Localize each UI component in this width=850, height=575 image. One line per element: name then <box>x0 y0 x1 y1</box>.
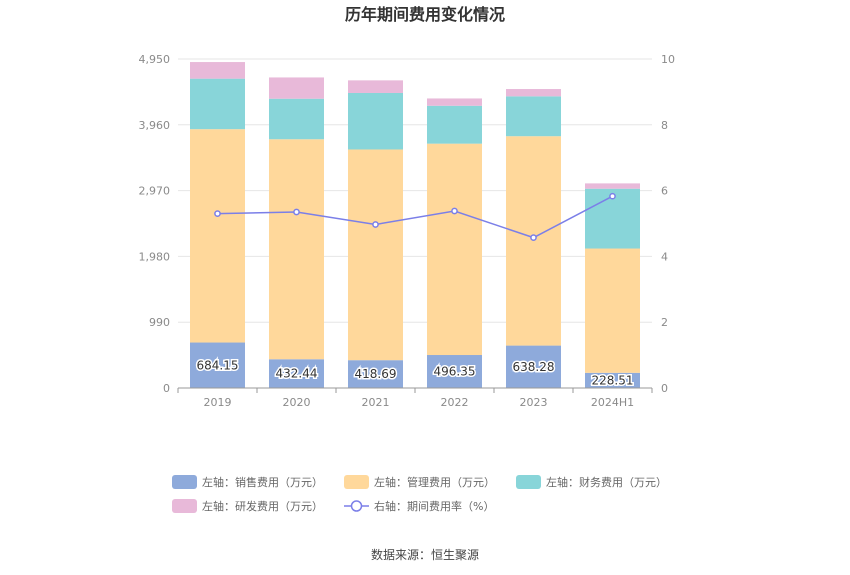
bar-value-label: 638.28 <box>513 360 555 374</box>
legend-label: 右轴：期间费用率（%） <box>374 499 494 513</box>
legend-label: 左轴：销售费用（万元） <box>202 475 323 489</box>
bar-segment-3 <box>506 96 561 137</box>
legend-label: 左轴：研发费用（万元） <box>202 499 323 513</box>
x-tick-label: 2021 <box>362 396 390 409</box>
line-point <box>451 207 458 215</box>
right-tick-label: 0 <box>661 382 668 395</box>
right-tick-label: 2 <box>661 316 668 329</box>
legend-label: 左轴：管理费用（万元） <box>374 475 495 489</box>
bar-value-label: 418.69 <box>355 367 397 381</box>
bar-segment-1 <box>190 342 245 388</box>
bar-segment-4 <box>585 183 640 189</box>
expense-ratio-line <box>214 192 616 241</box>
bar-segment-4 <box>427 98 482 106</box>
left-tick-label: 0 <box>163 382 170 395</box>
legend: 左轴：销售费用（万元） 左轴：管理费用（万元） 左轴：财务费用（万元） 左轴：研发费用… <box>172 475 667 513</box>
bar-segment-1 <box>585 372 640 388</box>
left-tick-label: 1,980 <box>139 250 171 263</box>
legend-item[interactable]: 左轴：销售费用（万元） <box>172 475 323 489</box>
bar-segment-1 <box>269 359 324 388</box>
legend-item[interactable]: 右轴：期间费用率（%） <box>344 499 494 513</box>
bar-segment-4 <box>506 89 561 97</box>
right-axis: 0 2 4 6 8 10 <box>661 53 675 395</box>
chart-title: 历年期间费用变化情况 <box>345 5 505 24</box>
x-tick-label: 2023 <box>520 396 548 409</box>
bar-value-label: 432.44 <box>276 367 318 381</box>
left-axis: 0 990 1,980 2,970 3,960 4,950 <box>139 53 171 395</box>
left-tick-label: 990 <box>149 316 170 329</box>
bar-segment-1 <box>506 345 561 388</box>
bar-segment-3 <box>427 105 482 144</box>
left-tick-label: 4,950 <box>139 53 171 66</box>
bar-segment-2 <box>427 143 482 356</box>
bar-value-label: 496.35 <box>434 365 476 379</box>
legend-label: 左轴：财务费用（万元） <box>546 475 667 489</box>
bar-segment-2 <box>269 139 324 360</box>
stacked-bars <box>190 62 640 388</box>
left-tick-label: 3,960 <box>139 119 171 132</box>
bar-segment-4 <box>190 62 245 79</box>
bar-segment-1 <box>348 360 403 388</box>
bar-segment-4 <box>348 80 403 93</box>
legend-item[interactable]: 左轴：财务费用（万元） <box>516 475 667 489</box>
legend-swatch <box>516 475 541 489</box>
right-tick-label: 6 <box>661 185 668 198</box>
x-tick-label: 2020 <box>283 396 311 409</box>
legend-swatch <box>172 499 197 513</box>
right-tick-label: 10 <box>661 53 675 66</box>
bar-value-label: 228.51 <box>592 373 634 387</box>
legend-swatch <box>172 475 197 489</box>
x-tick-label: 2022 <box>441 396 469 409</box>
data-labels: 684.15 432.44 418.69 496.35 638.28 228.51 <box>195 357 635 389</box>
line-point <box>609 192 616 200</box>
line-point <box>293 208 300 216</box>
bar-segment-3 <box>269 98 324 140</box>
x-axis: 2019 2020 2021 2022 2023 2024H1 <box>177 387 653 409</box>
line-series <box>217 195 613 239</box>
left-tick-label: 2,970 <box>139 185 171 198</box>
right-tick-label: 4 <box>661 250 668 263</box>
grid-lines <box>178 58 652 323</box>
line-point <box>372 221 379 228</box>
x-tick-label: 2019 <box>204 396 232 409</box>
bar-segment-1 <box>427 355 482 388</box>
line-point <box>214 210 221 217</box>
data-source: 数据来源：恒生聚源 <box>371 547 479 562</box>
bar-segment-3 <box>348 92 403 150</box>
bar-segment-4 <box>269 77 324 99</box>
bar-value-label: 684.15 <box>197 358 239 372</box>
right-tick-label: 8 <box>661 119 668 132</box>
legend-swatch <box>344 475 369 489</box>
legend-marker <box>350 500 363 512</box>
bar-segment-3 <box>190 78 245 130</box>
bar-segment-2 <box>348 149 403 361</box>
legend-item[interactable]: 左轴：管理费用（万元） <box>344 475 495 489</box>
bar-segment-2 <box>585 248 640 373</box>
line-point <box>530 234 537 241</box>
legend-item[interactable]: 左轴：研发费用（万元） <box>172 499 323 513</box>
x-tick-label: 2024H1 <box>591 396 634 409</box>
bar-segment-2 <box>190 129 245 343</box>
